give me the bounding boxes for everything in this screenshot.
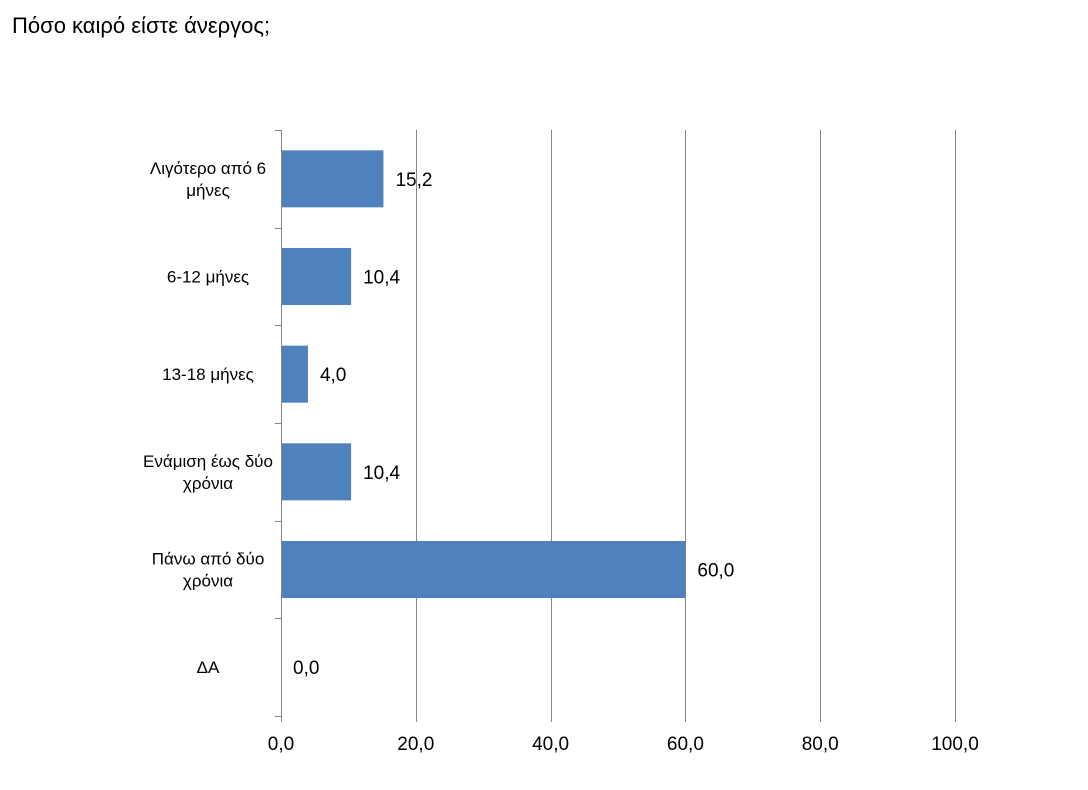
axes xyxy=(275,130,956,722)
bar-value-label: 15,2 xyxy=(395,170,432,191)
category-label: Λιγότερο από 6 μήνες xyxy=(150,159,266,200)
labels: 0,0 20,0 40,0 60,0 80,0 100,0 15,2 Λιγότερο από… xyxy=(143,159,979,755)
bar xyxy=(282,443,352,501)
bar xyxy=(282,248,352,305)
category-label: Ενάμιση έως δύο χρόνια xyxy=(143,452,273,493)
x-tick-label: 40,0 xyxy=(532,734,569,755)
category-label: 6-12 μήνες xyxy=(167,268,249,287)
bar-value-label: 10,4 xyxy=(363,463,400,484)
category-label: ΔΑ xyxy=(197,658,220,677)
chart-title: Πόσο καιρό είστε άνεργος; xyxy=(12,13,271,38)
x-tick-label: 0,0 xyxy=(268,734,294,755)
category-label: Πάνω από δύο χρόνια xyxy=(152,550,265,591)
bar-value-label: 10,4 xyxy=(363,268,400,289)
bar xyxy=(282,150,384,208)
bar xyxy=(282,541,686,598)
x-tick-label: 20,0 xyxy=(397,734,434,755)
bar-value-label: 60,0 xyxy=(697,561,734,582)
bars xyxy=(282,150,686,598)
x-tick-label: 80,0 xyxy=(802,734,839,755)
bar xyxy=(282,345,308,403)
bar-value-label: 0,0 xyxy=(293,658,319,679)
grid-lines xyxy=(416,130,956,716)
bar-value-label: 4,0 xyxy=(320,365,346,386)
x-tick-label: 100,0 xyxy=(931,734,979,755)
category-label: 13-18 μήνες xyxy=(162,365,254,384)
x-tick-label: 60,0 xyxy=(667,734,704,755)
